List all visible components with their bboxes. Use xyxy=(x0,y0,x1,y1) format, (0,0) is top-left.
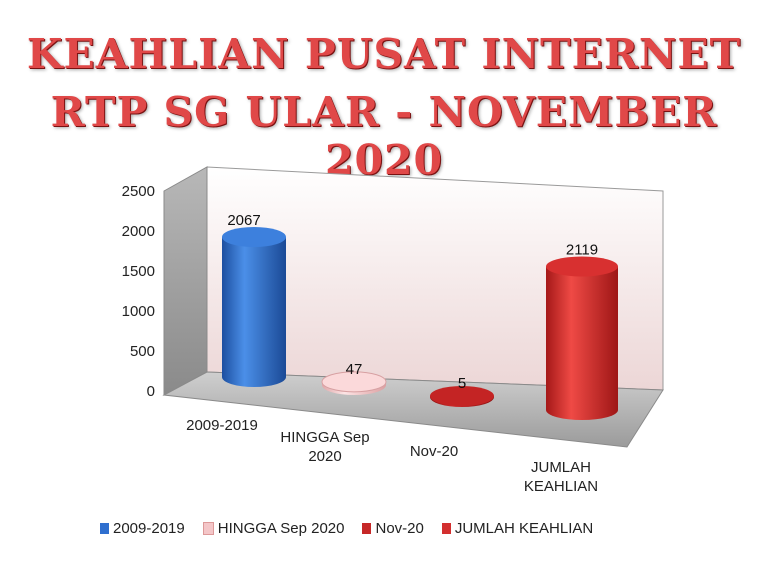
legend-swatch xyxy=(441,523,451,534)
bars xyxy=(222,227,618,420)
y-axis-ticks: 0 500 1000 1500 2000 2500 xyxy=(122,183,155,400)
x-tick-label: KEAHLIAN xyxy=(524,478,598,495)
data-label: 47 xyxy=(346,361,363,378)
y-tick-label: 1000 xyxy=(122,303,155,320)
bar-body xyxy=(222,237,286,387)
x-tick-label: Nov-20 xyxy=(410,443,458,460)
bar-3 xyxy=(430,386,494,407)
data-label: 2067 xyxy=(227,212,260,229)
y-tick-label: 500 xyxy=(130,343,155,360)
data-label: 5 xyxy=(458,375,466,392)
legend-swatch xyxy=(100,523,109,534)
bar-top xyxy=(546,256,618,277)
data-label: 2119 xyxy=(566,241,598,258)
legend-label: HINGGA Sep 2020 xyxy=(217,520,345,537)
bar-1 xyxy=(222,227,286,387)
bar-4 xyxy=(546,256,618,420)
x-tick-label: 2009-2019 xyxy=(186,417,258,434)
side-wall xyxy=(163,166,208,396)
legend-swatch xyxy=(362,523,372,534)
legend-item: JUMLAH KEAHLIAN xyxy=(441,520,594,537)
x-axis-labels: 2009-2019 HINGGA Sep 2020 Nov-20 JUMLAH KEAHL… xyxy=(186,417,598,495)
y-tick-label: 1500 xyxy=(122,263,155,280)
bar-body xyxy=(546,266,618,420)
x-tick-label: HINGGA Sep xyxy=(280,429,369,446)
legend-item: Nov-20 xyxy=(362,520,424,537)
legend-label: JUMLAH KEAHLIAN xyxy=(454,520,594,537)
legend-swatch xyxy=(202,522,214,535)
y-tick-label: 2000 xyxy=(122,223,155,240)
y-tick-label: 2500 xyxy=(122,183,155,200)
data-labels: 2067 47 5 2119 xyxy=(227,212,598,392)
legend-item: 2009-2019 xyxy=(100,520,185,537)
bar-2 xyxy=(321,371,387,395)
legend-item: HINGGA Sep 2020 xyxy=(202,520,345,537)
x-tick-label: JUMLAH xyxy=(531,459,591,476)
chart-title-line1: KEAHLIAN PUSAT INTERNET xyxy=(26,30,742,78)
chart-title-line2: RTP SG ULAR - NOVEMBER 2020 xyxy=(50,88,718,184)
y-tick-label: 0 xyxy=(147,383,155,400)
bar-top xyxy=(222,227,286,247)
legend: 2009-2019 HINGGA Sep 2020 Nov-20 JUMLAH … xyxy=(100,520,593,537)
bar-top xyxy=(430,386,494,406)
x-tick-label: 2020 xyxy=(308,448,341,465)
floor xyxy=(162,371,664,448)
legend-label: Nov-20 xyxy=(375,520,424,537)
bar-top xyxy=(321,371,387,393)
legend-label: 2009-2019 xyxy=(113,520,185,537)
